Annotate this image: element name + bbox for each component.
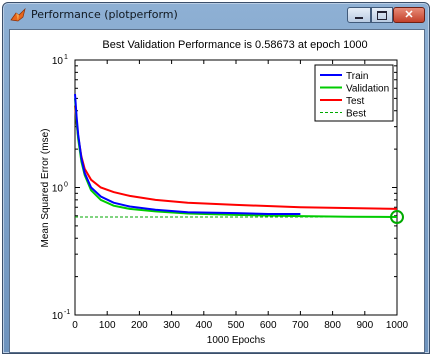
y-tick-label: 10 (52, 56, 64, 67)
x-tick-label: 200 (131, 320, 148, 331)
y-tick-label: 10 (52, 311, 64, 322)
y-axis-label: Mean Squared Error (mse) (40, 129, 51, 248)
minimize-icon (355, 17, 363, 19)
legend-label-test: Test (346, 96, 365, 107)
y-tick-exponent: -1 (64, 309, 70, 316)
minimize-button[interactable] (347, 7, 371, 23)
y-tick-exponent: 1 (64, 54, 68, 61)
legend-label-validation: Validation (346, 84, 389, 95)
x-tick-label: 1000 (386, 320, 409, 331)
x-tick-label: 300 (163, 320, 180, 331)
chart-title: Best Validation Performance is 0.58673 a… (102, 39, 367, 51)
window-title: Performance (plotperform) (31, 8, 178, 21)
maximize-icon (377, 10, 387, 20)
x-tick-label: 100 (99, 320, 116, 331)
x-tick-label: 400 (195, 320, 212, 331)
x-tick-label: 800 (324, 320, 341, 331)
best-marker (390, 210, 404, 225)
legend-label-train: Train (346, 71, 368, 82)
close-button[interactable]: ✕ (393, 7, 425, 23)
x-tick-label: 900 (356, 320, 373, 331)
legend-label-best: Best (346, 109, 366, 120)
maximize-button[interactable] (371, 7, 393, 23)
figure-window: Performance (plotperform) ✕ Best Validat… (2, 2, 430, 354)
x-axis-label: 1000 Epochs (207, 335, 265, 346)
title-bar[interactable]: Performance (plotperform) ✕ (3, 3, 429, 27)
close-icon: ✕ (404, 8, 414, 21)
series-group (74, 94, 404, 225)
x-axis: 0 100 200 300 400 500 600 700 800 900 1000 (72, 60, 409, 331)
x-tick-label: 700 (292, 320, 309, 331)
x-tick-label: 0 (72, 320, 78, 331)
performance-chart: Best Validation Performance is 0.58673 a… (40, 39, 409, 346)
figure-canvas: Best Validation Performance is 0.58673 a… (9, 29, 425, 353)
y-tick-label: 10 (52, 184, 64, 195)
matlab-icon (10, 8, 26, 22)
x-tick-label: 600 (260, 320, 277, 331)
y-tick-exponent: 0 (64, 182, 68, 189)
x-tick-label: 500 (228, 320, 245, 331)
series-line-train (74, 94, 301, 215)
